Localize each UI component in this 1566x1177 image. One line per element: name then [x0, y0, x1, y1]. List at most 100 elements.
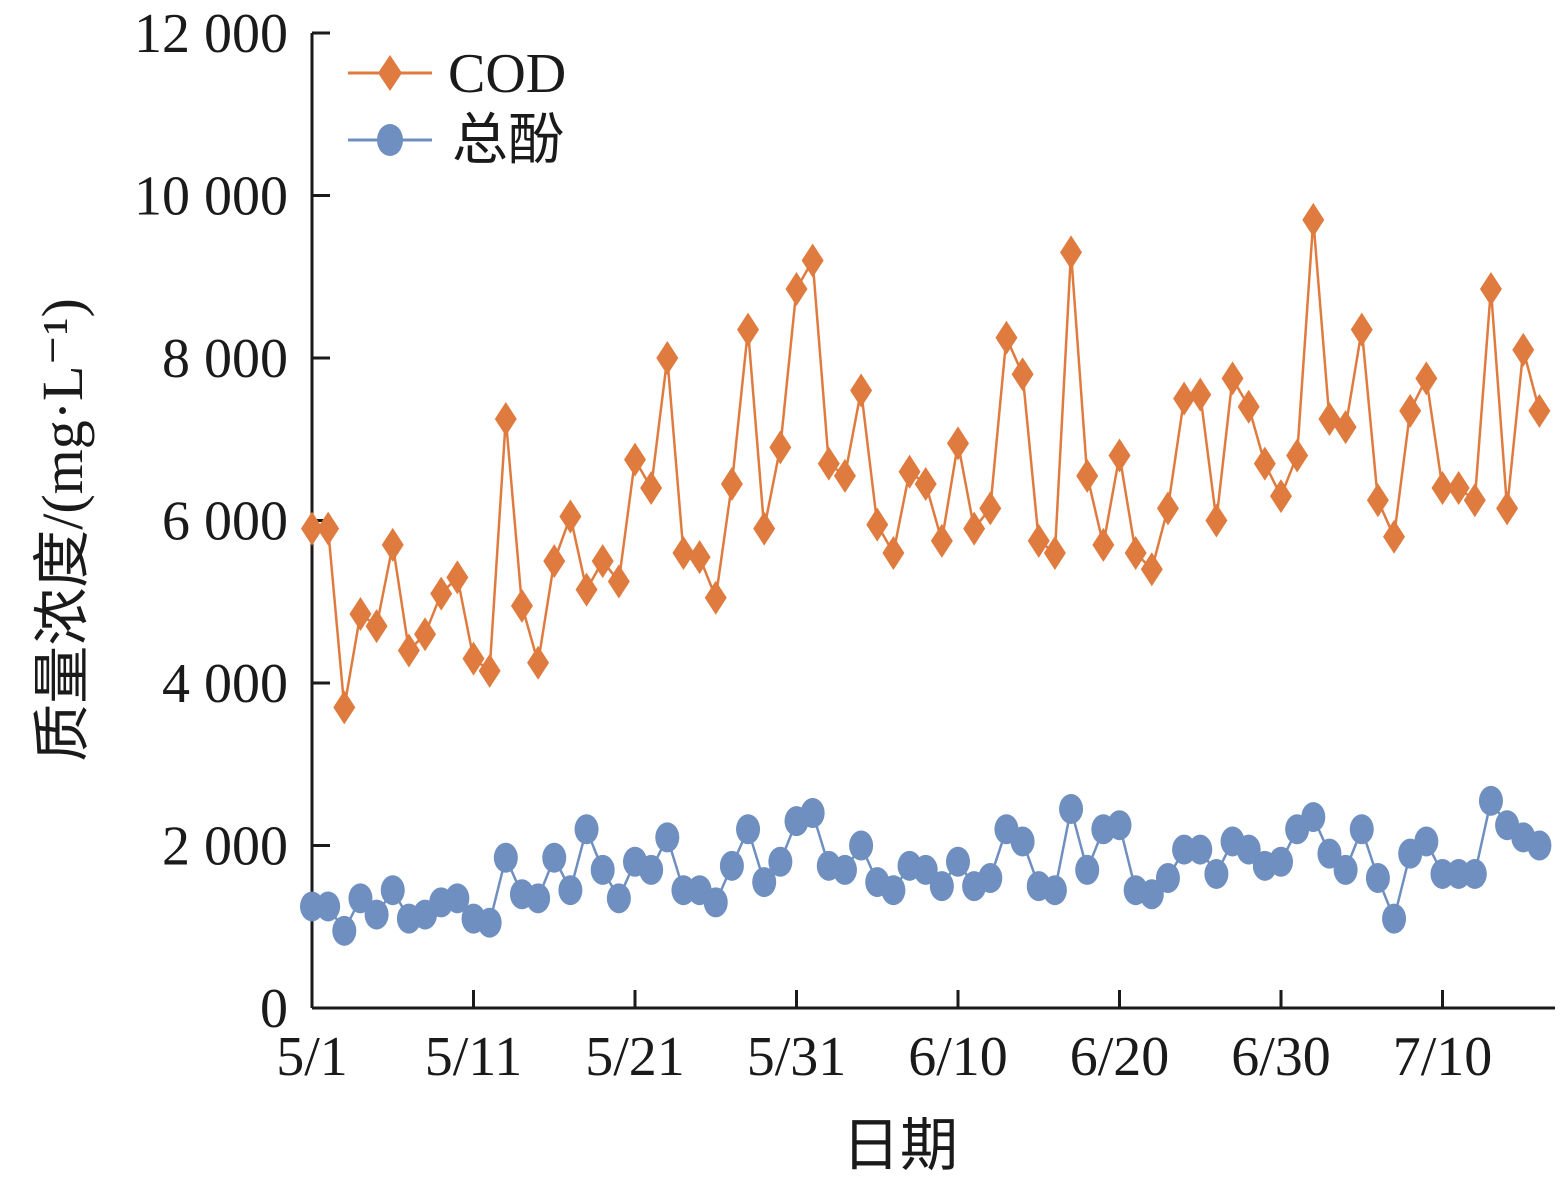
x-tick-label: 5/11: [425, 1026, 522, 1088]
series-phenol-point: [348, 883, 373, 914]
series-cod-point: [624, 442, 646, 477]
series-cod-point: [1286, 438, 1309, 473]
series-phenol-point: [1414, 826, 1439, 857]
series-phenol-point: [332, 915, 357, 946]
series-cod-point: [656, 341, 679, 375]
series-phenol-point: [1301, 802, 1326, 833]
series-cod-point: [688, 540, 711, 575]
y-tick-label: 12 000: [134, 3, 288, 65]
legend-phenol-label: 总酚: [452, 110, 564, 172]
series-cod-point: [317, 511, 340, 546]
series-phenol-point: [1269, 846, 1293, 877]
series-cod: [301, 202, 1551, 725]
series-cod-point: [672, 536, 695, 570]
series-phenol-point: [946, 846, 970, 877]
series-phenol-point: [316, 891, 341, 922]
series-cod-point: [1043, 536, 1066, 570]
series-cod-point: [1479, 271, 1502, 306]
series-cod-point: [720, 466, 743, 501]
series-cod-point: [446, 560, 469, 595]
series-cod-point: [333, 690, 356, 725]
series-cod-point: [995, 320, 1018, 355]
series-cod-point: [979, 491, 1002, 526]
series-phenol: [300, 785, 1552, 946]
series-cod-point: [1060, 235, 1083, 270]
series-cod-point: [1302, 202, 1325, 237]
series-cod-point: [607, 564, 630, 599]
series-phenol-point: [590, 854, 615, 885]
x-tick-label: 5/21: [585, 1026, 685, 1088]
series-phenol-point: [1188, 834, 1213, 865]
series-phenol-point: [526, 883, 551, 914]
series-cod-point: [462, 641, 485, 676]
series-cod-point: [1205, 503, 1228, 538]
series-phenol-point: [639, 854, 664, 885]
series-cod-point: [1189, 377, 1212, 412]
series-layer: [300, 202, 1552, 946]
series-phenol-point: [1075, 854, 1100, 885]
series-cod-point: [769, 430, 792, 465]
x-tick-label: 5/31: [747, 1026, 847, 1088]
legend-cod-marker: [378, 55, 402, 91]
series-cod-point: [349, 596, 372, 631]
series-phenol-point: [1107, 810, 1132, 841]
series-phenol-point: [1478, 785, 1503, 816]
legend-item-cod: COD: [348, 43, 566, 105]
series-phenol-point: [1042, 875, 1067, 906]
series-cod-point: [1334, 410, 1357, 445]
series-cod-point: [1140, 552, 1163, 587]
series-phenol-point: [881, 875, 906, 906]
series-cod-point: [1512, 332, 1535, 367]
legend-phenol-marker: [377, 124, 403, 156]
series-cod-point: [414, 617, 437, 652]
y-axis-title: 质量浓度/(mg·L⁻¹): [30, 298, 95, 762]
series-cod-point: [478, 653, 501, 688]
series-cod-point: [1173, 381, 1196, 416]
series-phenol-point: [800, 798, 825, 828]
x-tick-label: 7/10: [1393, 1026, 1493, 1088]
y-tick-label: 6 000: [162, 491, 288, 553]
series-phenol-point: [493, 842, 518, 873]
series-phenol-point: [1139, 879, 1164, 910]
series-phenol-point: [558, 875, 583, 906]
series-phenol-point: [445, 883, 470, 914]
series-phenol-point: [364, 899, 389, 930]
series-cod-point: [1399, 393, 1422, 428]
series-phenol-point: [752, 867, 777, 898]
series-phenol-point: [1382, 903, 1407, 934]
x-tick-label: 6/10: [908, 1026, 1008, 1088]
series-cod-point: [704, 580, 727, 615]
legend-cod-label: COD: [448, 43, 566, 105]
series-phenol-point: [1333, 854, 1358, 885]
series-cod-point: [914, 466, 937, 501]
series-cod-point: [397, 633, 420, 668]
series-phenol-point: [1365, 863, 1390, 893]
series-phenol-point: [477, 907, 502, 938]
series-cod-line: [312, 219, 1541, 708]
series-cod-point: [801, 243, 824, 278]
series-cod-point: [1076, 458, 1099, 493]
series-cod-point: [1221, 361, 1244, 396]
series-cod-point: [1092, 527, 1115, 562]
series-cod-point: [866, 507, 889, 542]
series-phenol-point: [574, 814, 599, 845]
series-cod-point: [833, 458, 856, 493]
series-cod-point: [365, 609, 388, 644]
series-phenol-point: [1204, 858, 1229, 889]
x-tick-label: 5/1: [276, 1026, 348, 1088]
series-cod-point: [817, 446, 840, 481]
series-cod-point: [510, 588, 533, 623]
series-phenol-point: [1462, 858, 1487, 889]
series-phenol-point: [1059, 793, 1084, 824]
series-phenol-point: [1527, 830, 1552, 861]
series-phenol-point: [929, 871, 954, 902]
series-cod-point: [1496, 491, 1519, 526]
series-cod-point: [301, 511, 323, 546]
series-phenol-point: [542, 842, 567, 873]
series-cod-point: [898, 454, 921, 489]
series-phenol-point: [978, 863, 1003, 893]
series-phenol-point: [1349, 814, 1374, 845]
series-cod-point: [1528, 393, 1551, 428]
series-phenol-point: [1236, 834, 1261, 865]
